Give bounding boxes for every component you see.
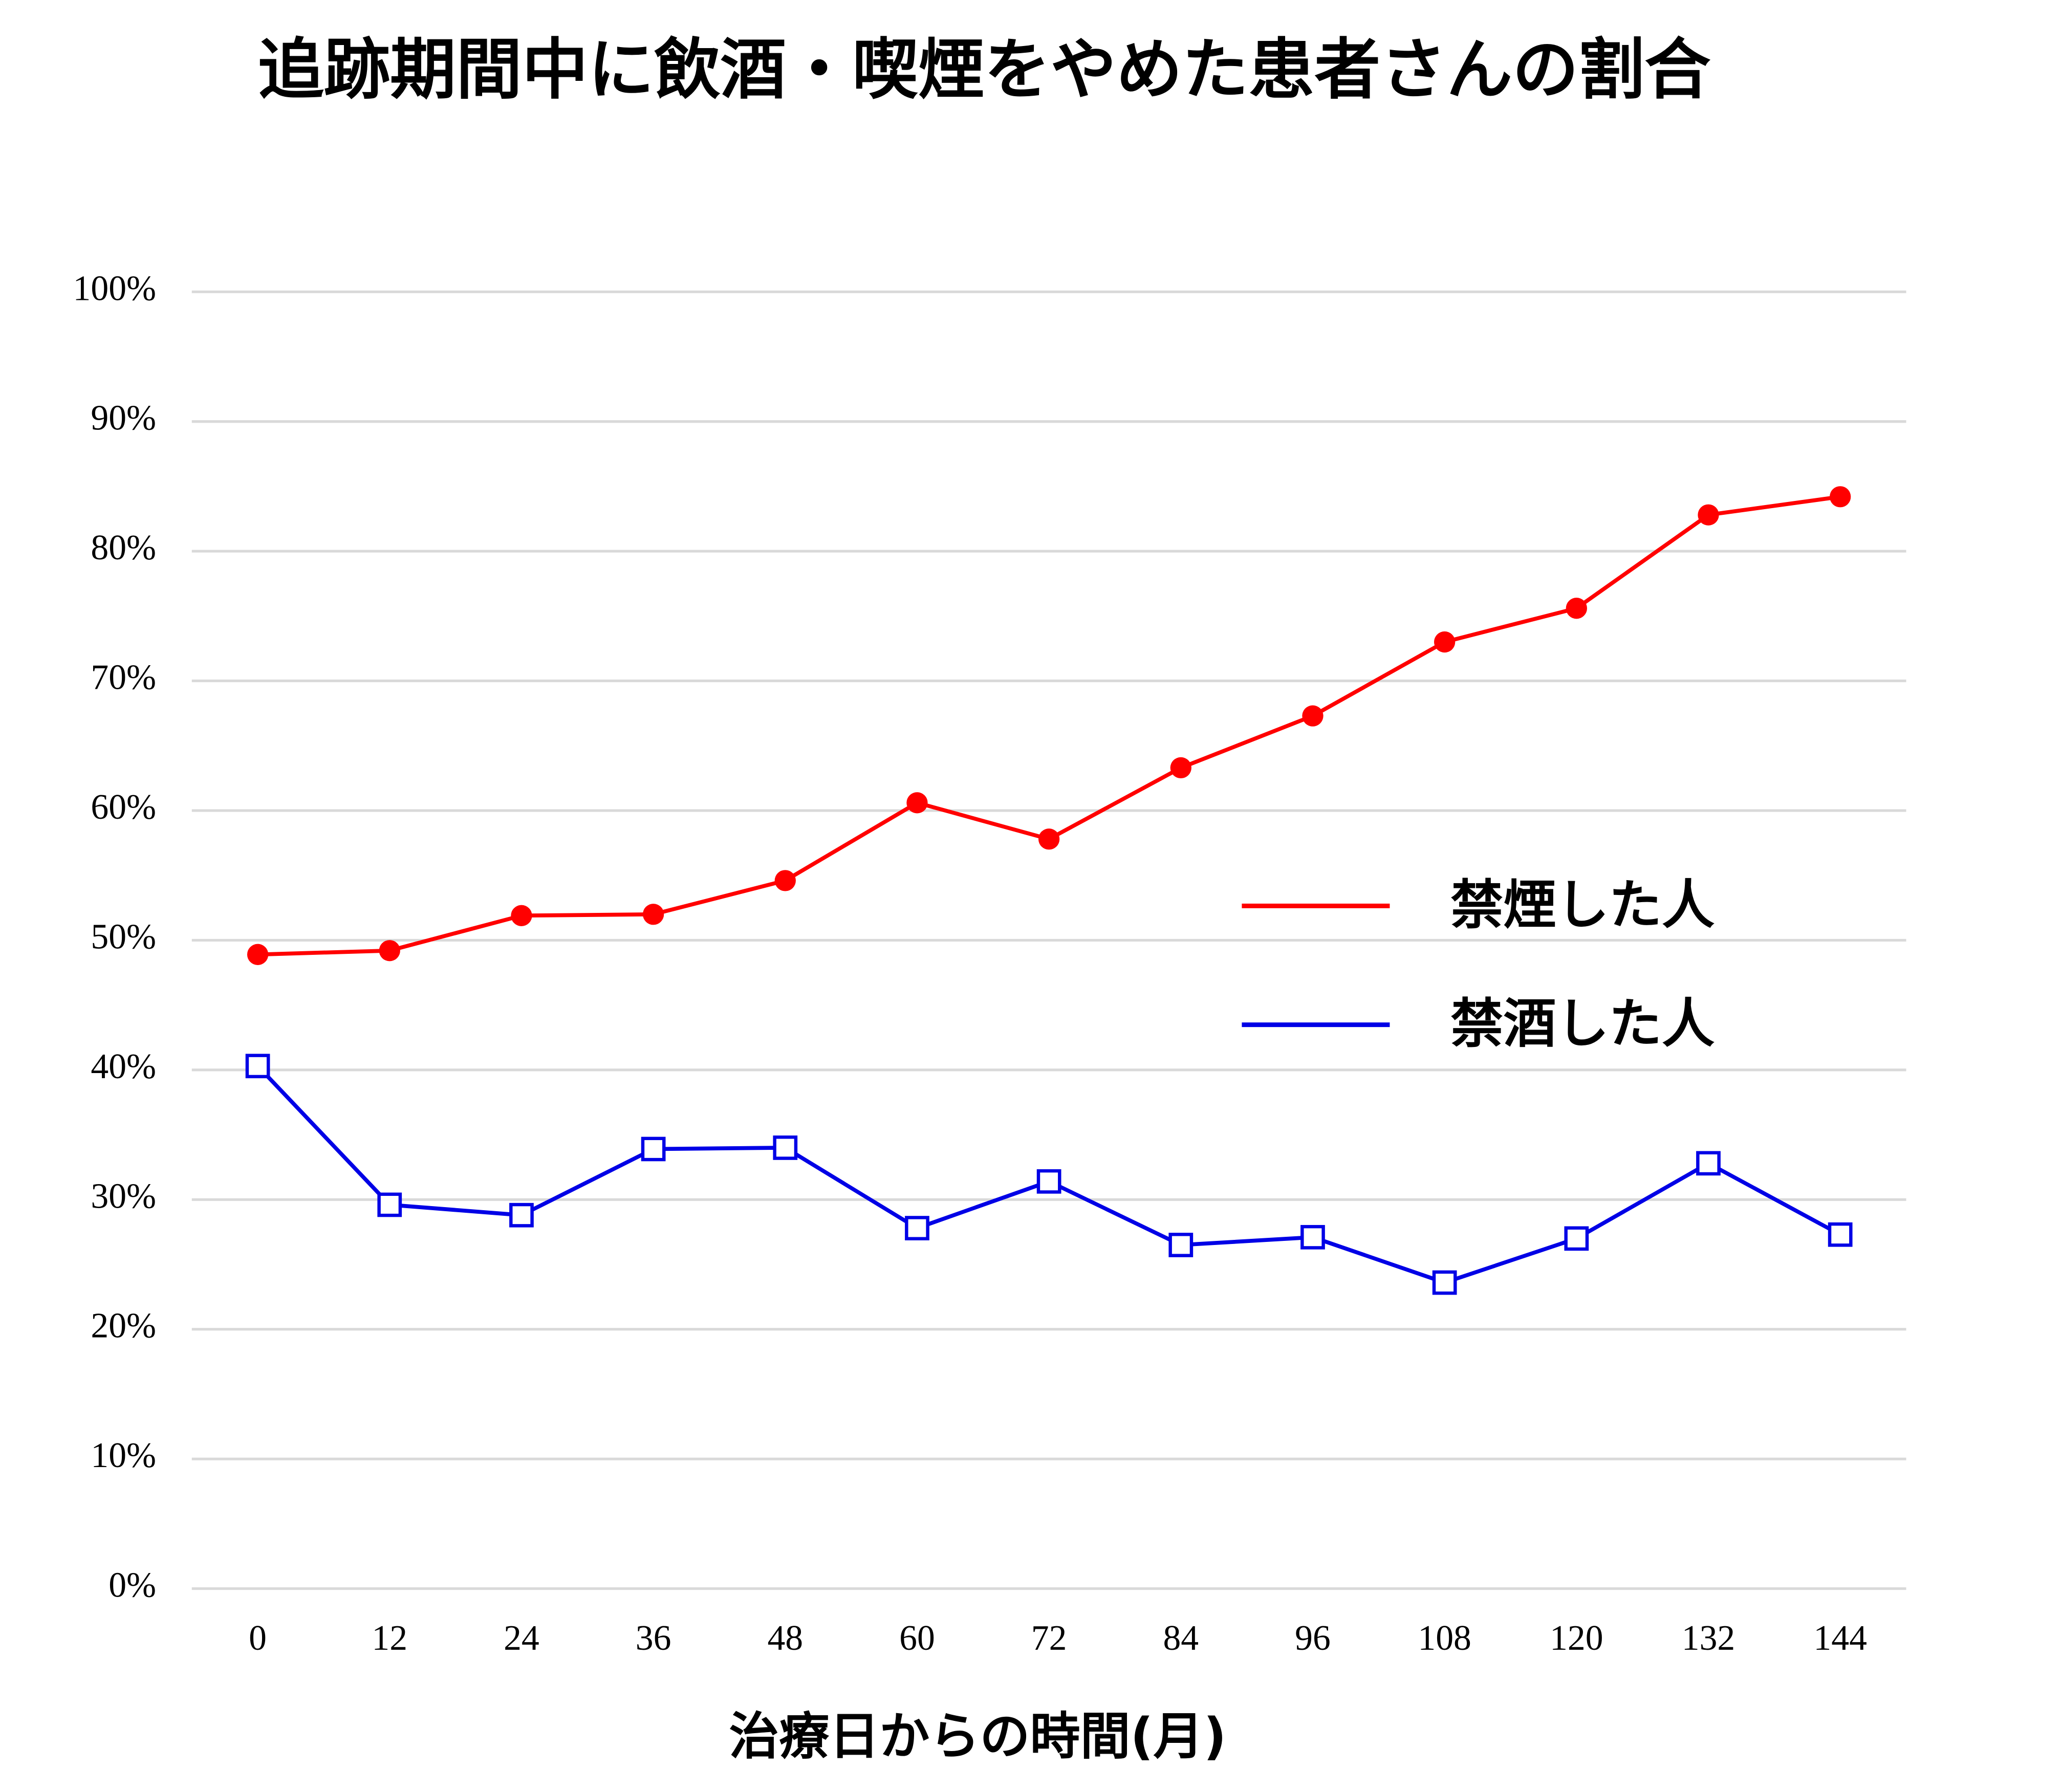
marker bbox=[1564, 1226, 1589, 1251]
marker bbox=[511, 905, 532, 926]
marker bbox=[1432, 1270, 1457, 1295]
marker bbox=[774, 870, 796, 891]
chart-title: 追跡期間中に飲酒・喫煙をやめた患者さんの割合 bbox=[258, 32, 1710, 108]
x-tick-label: 132 bbox=[1682, 1619, 1735, 1658]
x-tick-label: 144 bbox=[1813, 1619, 1867, 1658]
marker bbox=[509, 1203, 534, 1228]
y-tick-label: 40% bbox=[91, 1047, 156, 1086]
y-tick-label: 10% bbox=[91, 1436, 156, 1475]
y-tick-label: 70% bbox=[91, 658, 156, 697]
x-tick-label: 12 bbox=[372, 1619, 407, 1658]
y-tick-label: 60% bbox=[91, 788, 156, 827]
marker bbox=[1302, 705, 1324, 727]
y-tick-label: 20% bbox=[91, 1306, 156, 1346]
marker bbox=[247, 944, 269, 965]
marker bbox=[1170, 757, 1191, 779]
marker bbox=[641, 1137, 666, 1162]
x-tick-label: 84 bbox=[1163, 1619, 1199, 1658]
y-tick-label: 50% bbox=[91, 917, 156, 956]
x-tick-label: 24 bbox=[504, 1619, 539, 1658]
marker bbox=[1434, 631, 1456, 653]
y-tick-label: 30% bbox=[91, 1176, 156, 1216]
legend-label: 禁煙した人 bbox=[1450, 875, 1715, 936]
y-tick-label: 100% bbox=[73, 269, 157, 308]
x-axis-label: 治療日からの時間(月) bbox=[729, 1708, 1226, 1766]
y-tick-label: 80% bbox=[91, 528, 156, 567]
y-tick-label: 90% bbox=[91, 399, 156, 438]
x-tick-label: 36 bbox=[636, 1619, 671, 1658]
marker bbox=[1696, 1151, 1721, 1176]
marker bbox=[1566, 598, 1587, 619]
x-tick-label: 96 bbox=[1295, 1619, 1331, 1658]
x-tick-label: 108 bbox=[1418, 1619, 1471, 1658]
x-tick-label: 60 bbox=[899, 1619, 935, 1658]
marker bbox=[377, 1192, 402, 1217]
marker bbox=[1300, 1225, 1325, 1250]
marker bbox=[1168, 1233, 1194, 1257]
marker bbox=[906, 792, 928, 814]
marker bbox=[379, 940, 400, 961]
x-tick-label: 48 bbox=[767, 1619, 803, 1658]
marker bbox=[642, 904, 664, 925]
marker bbox=[245, 1054, 270, 1079]
x-tick-label: 0 bbox=[249, 1619, 267, 1658]
marker bbox=[905, 1216, 929, 1240]
legend-label: 禁酒した人 bbox=[1450, 993, 1715, 1055]
marker bbox=[1698, 504, 1719, 526]
marker bbox=[1036, 1169, 1061, 1194]
marker bbox=[1038, 828, 1060, 850]
marker bbox=[773, 1135, 798, 1160]
y-tick-label: 0% bbox=[109, 1566, 156, 1605]
marker bbox=[1828, 1222, 1853, 1247]
x-tick-label: 120 bbox=[1550, 1619, 1603, 1658]
marker bbox=[1830, 486, 1851, 508]
x-tick-label: 72 bbox=[1031, 1619, 1067, 1658]
